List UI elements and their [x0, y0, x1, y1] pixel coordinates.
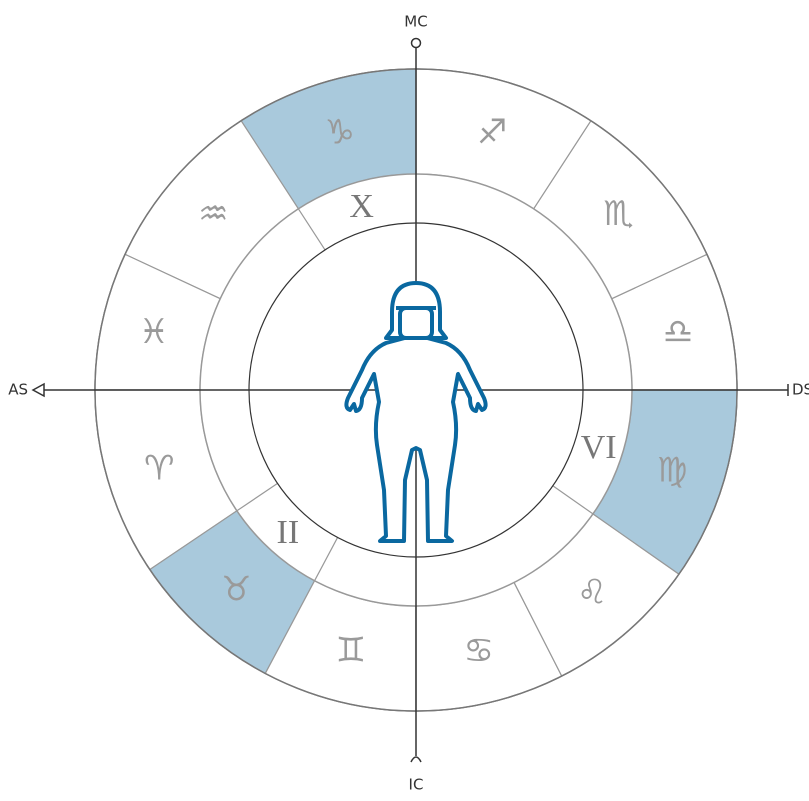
- house-label: II: [277, 514, 300, 551]
- as-label: AS: [8, 381, 28, 399]
- mc-circle: [412, 39, 421, 48]
- as-arrow: [33, 384, 44, 396]
- ic-label: IC: [409, 776, 424, 794]
- sign-symbol: ♒: [198, 194, 228, 234]
- house-label: X: [349, 188, 374, 225]
- sign-symbol: ♐: [477, 113, 507, 153]
- astro-chart: MC IC AS DS ♎ ♏ ♐ ♑ ♒ ♓ ♈ ♉ ♊ ♋ ♌ ♍ X II VI: [0, 0, 809, 801]
- sign-symbol: ♋: [463, 631, 493, 671]
- sign-symbol: ♊: [336, 631, 366, 671]
- ic-arc: [411, 757, 421, 762]
- house-label: VI: [581, 429, 617, 466]
- sign-symbol: ♓: [139, 312, 169, 352]
- sign-symbol: ♌: [577, 573, 607, 613]
- ds-label: DS: [792, 381, 809, 399]
- sign-symbol: ♑: [324, 113, 354, 153]
- mc-label: MC: [404, 13, 427, 31]
- page: {"axes":{"mc":"MC","ic":"IC","as":"AS","…: [0, 0, 809, 801]
- sign-symbol: ♍: [657, 451, 687, 491]
- sign-symbol: ♈: [144, 449, 174, 489]
- sign-symbol: ♏: [603, 194, 633, 234]
- sign-symbol: ♎: [663, 312, 693, 352]
- sign-symbol: ♉: [221, 570, 251, 610]
